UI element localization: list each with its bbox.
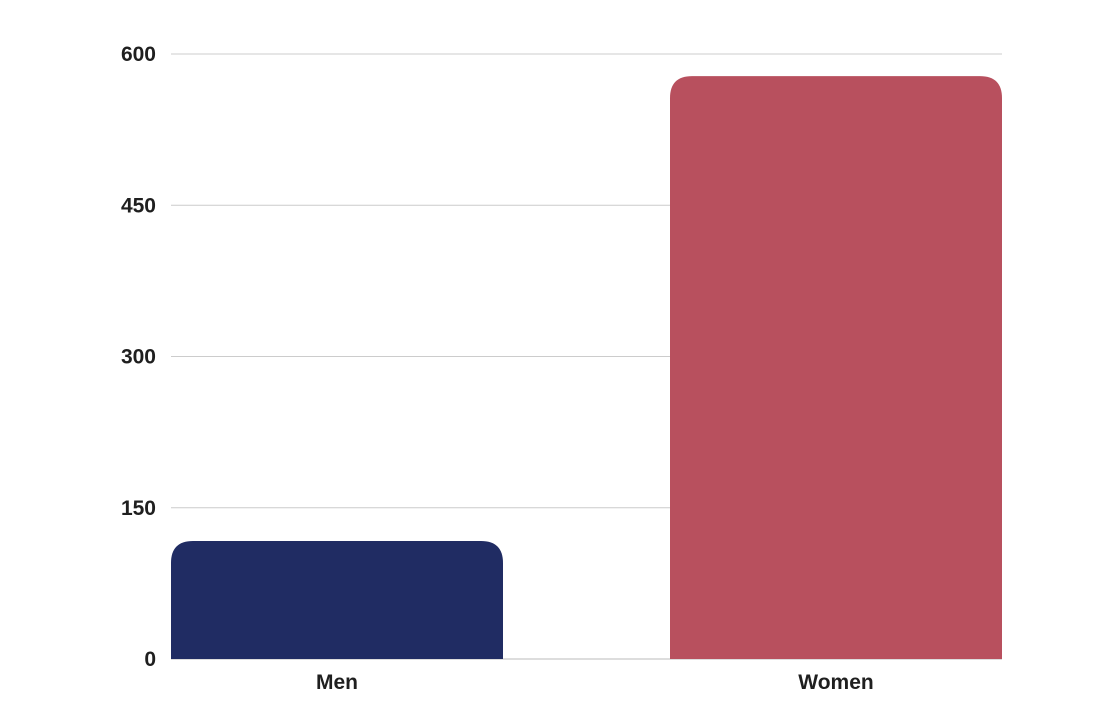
y-tick-label: 150: [121, 497, 156, 520]
x-category-label: Women: [798, 671, 873, 694]
y-tick-label: 450: [121, 194, 156, 217]
bar-men: [171, 541, 503, 659]
bar-women: [670, 76, 1002, 659]
x-category-label: Men: [316, 671, 358, 694]
bar-layer: [171, 76, 1002, 659]
y-axis: 0 150 300 450 600: [121, 43, 156, 671]
x-axis: Men Women: [316, 671, 874, 694]
y-tick-label: 300: [121, 346, 156, 369]
y-tick-label: 0: [144, 648, 156, 671]
y-tick-label: 600: [121, 43, 156, 66]
